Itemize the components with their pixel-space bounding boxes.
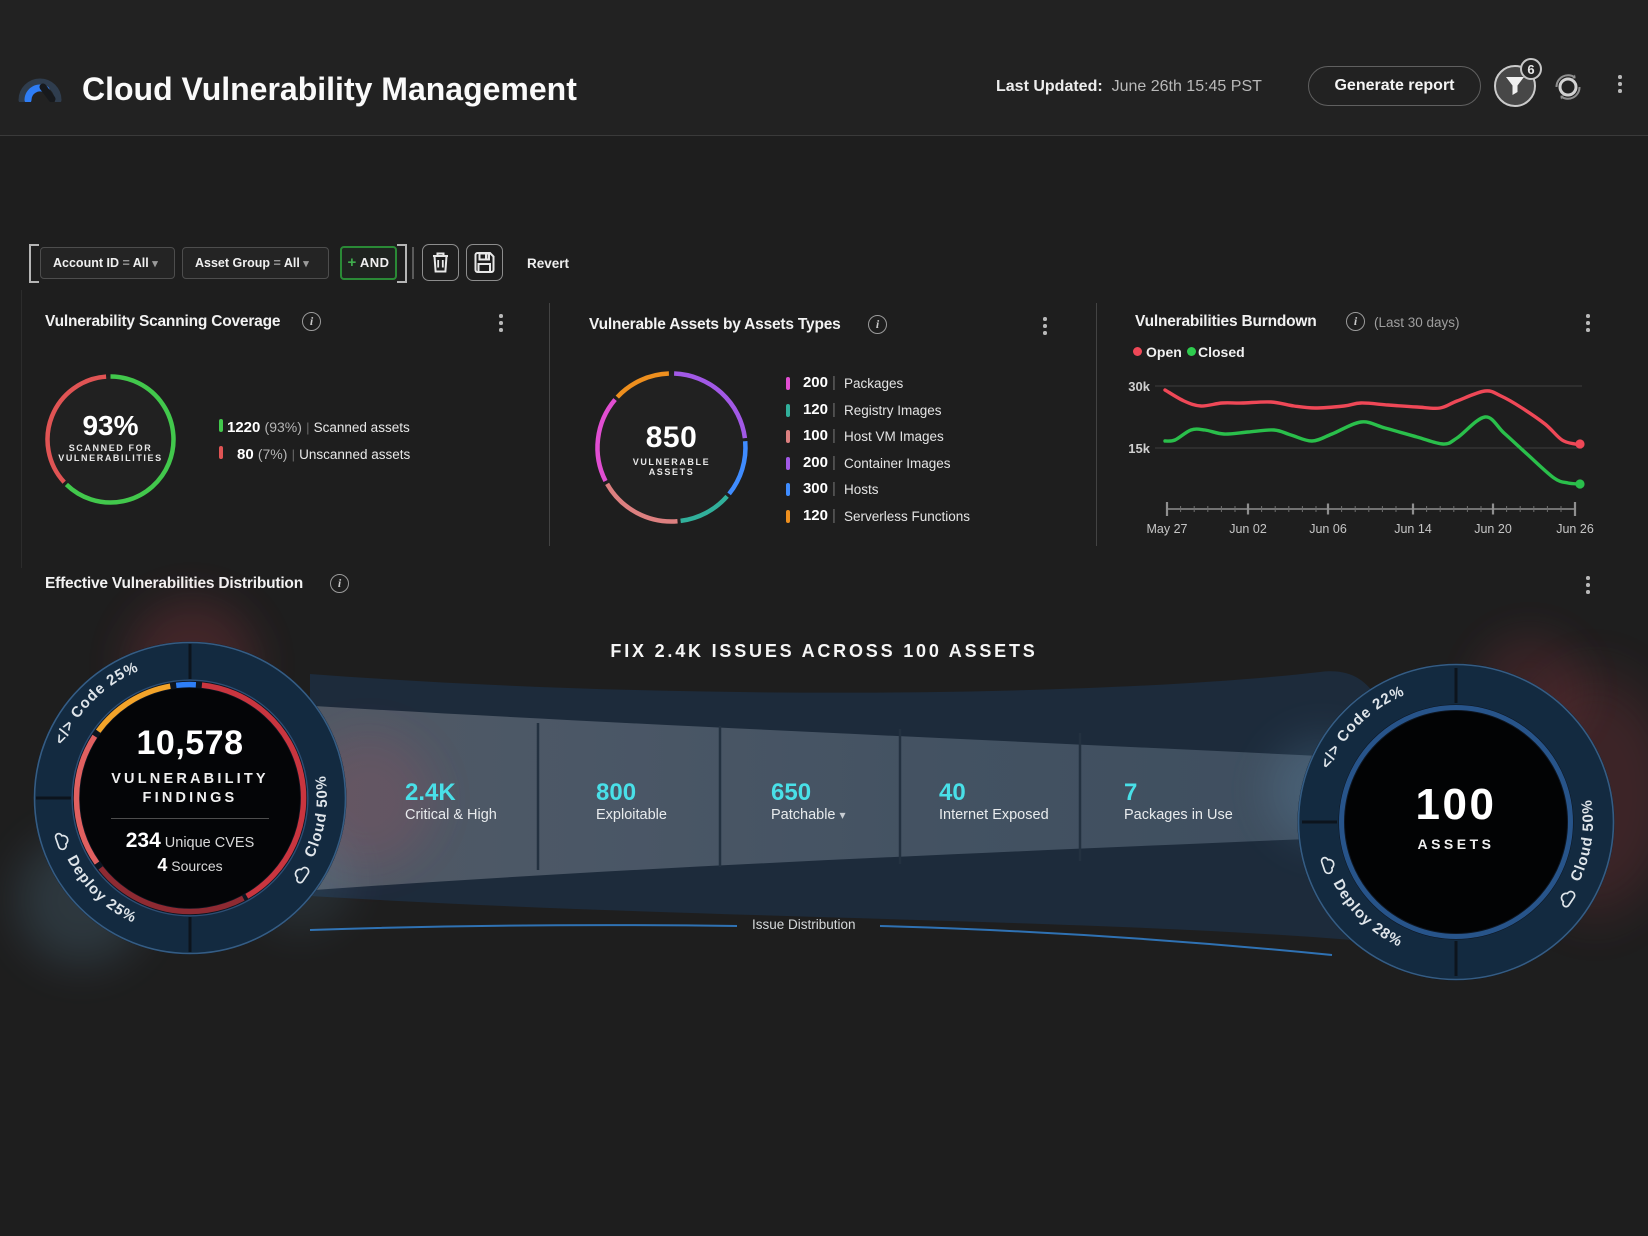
svg-text:15k: 15k (1128, 441, 1150, 456)
svg-text:Jun 20: Jun 20 (1474, 522, 1512, 536)
svg-text:Jun 02: Jun 02 (1229, 522, 1267, 536)
svg-text:Jun 26: Jun 26 (1556, 522, 1594, 536)
svg-text:May 27: May 27 (1147, 522, 1188, 536)
svg-text:Jun 14: Jun 14 (1394, 522, 1432, 536)
svg-text:30k: 30k (1128, 379, 1150, 394)
svg-text:Jun 06: Jun 06 (1309, 522, 1347, 536)
